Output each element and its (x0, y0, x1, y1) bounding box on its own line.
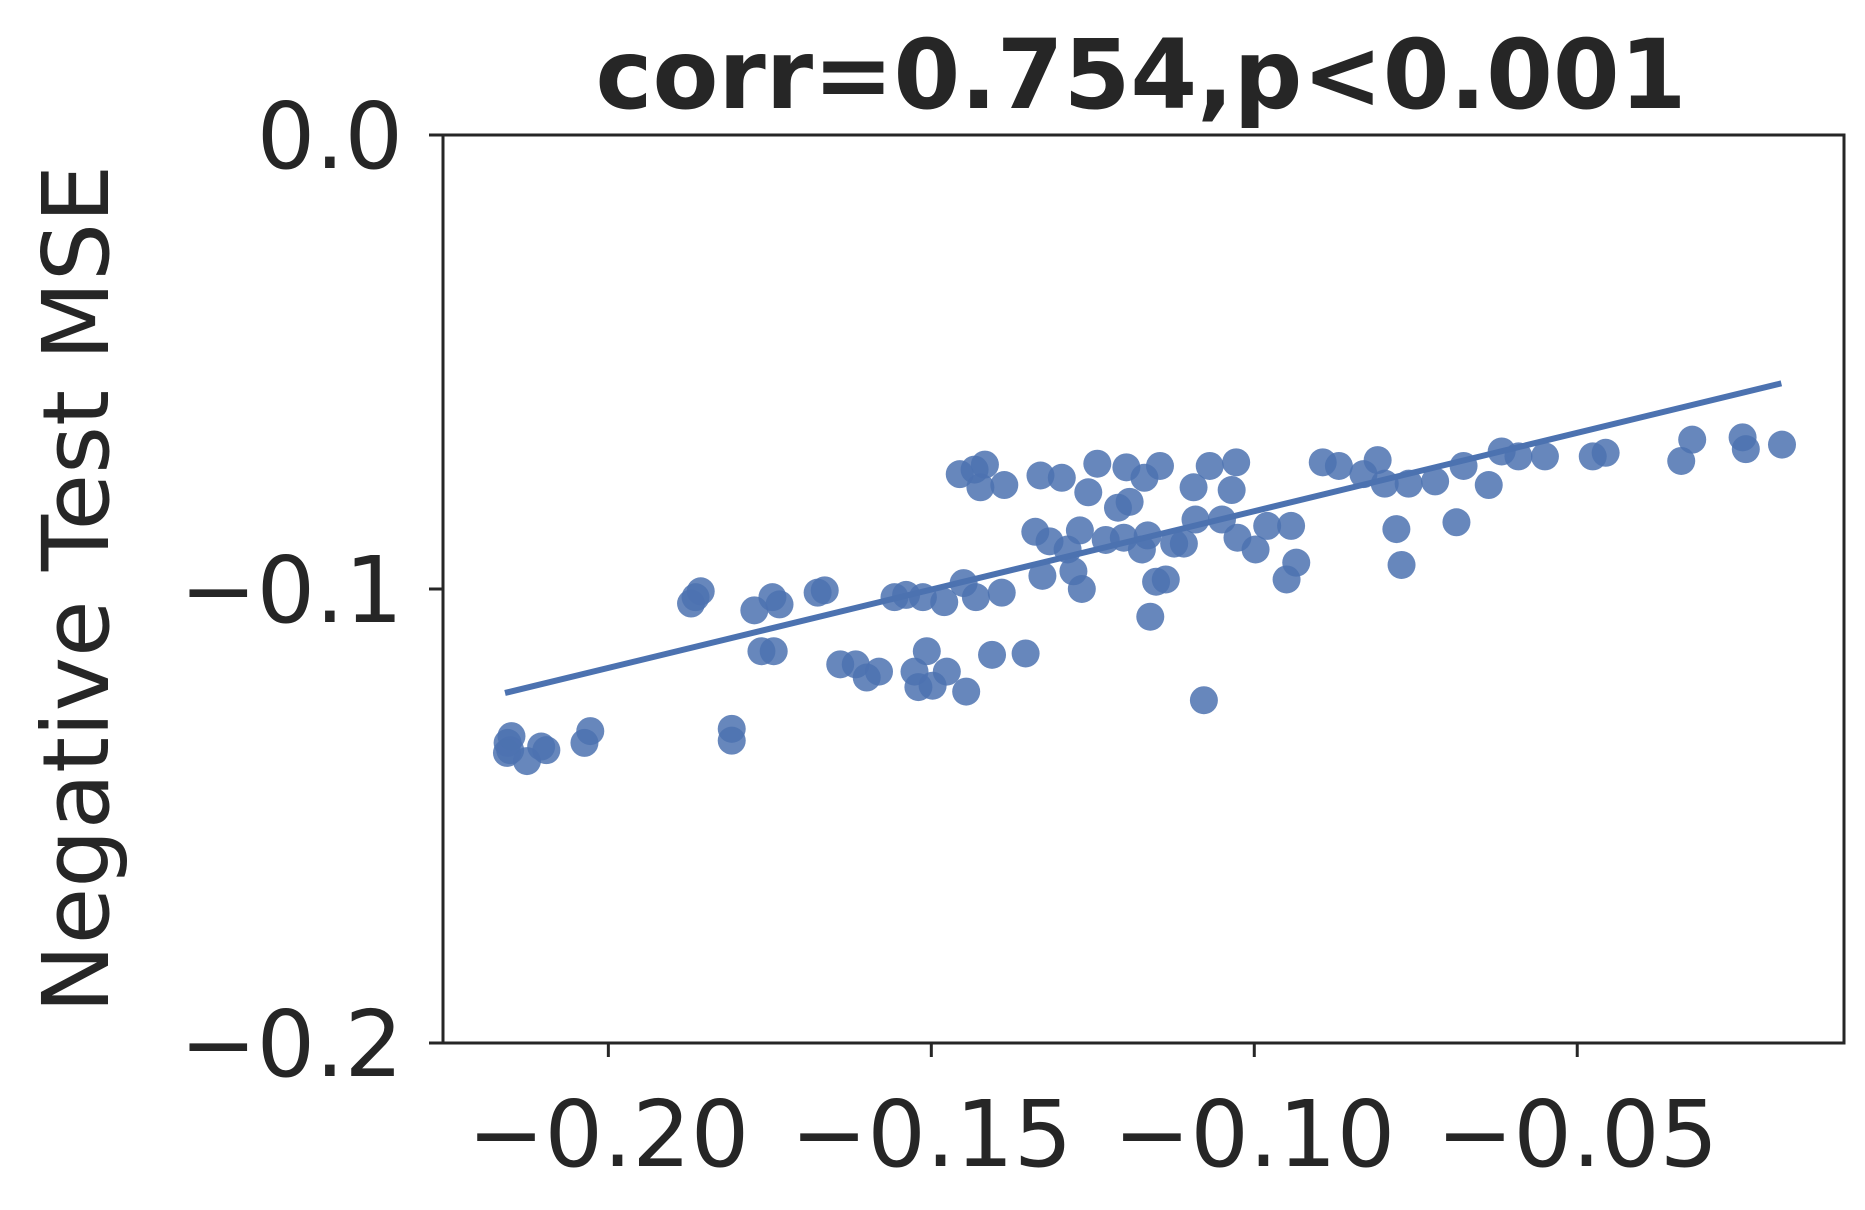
point (1474, 471, 1503, 500)
point (987, 578, 1016, 607)
point (576, 717, 605, 746)
point (1282, 548, 1311, 577)
point (930, 588, 959, 617)
point (1065, 516, 1094, 545)
x-tick-label: −0.20 (467, 1081, 749, 1188)
point (1387, 550, 1416, 579)
point (1169, 529, 1198, 558)
point (1189, 686, 1218, 715)
point (497, 722, 526, 751)
point (1222, 448, 1251, 477)
point (952, 677, 981, 706)
point (1363, 446, 1392, 475)
point (1074, 478, 1103, 507)
point (1277, 511, 1306, 540)
point (1324, 451, 1353, 480)
point (864, 657, 893, 686)
point (1667, 446, 1696, 475)
point (970, 450, 999, 479)
point (990, 471, 1019, 500)
point (1442, 508, 1471, 537)
point (1421, 467, 1450, 496)
point (1253, 511, 1282, 540)
point (1731, 435, 1760, 464)
point (1145, 451, 1174, 480)
point (1179, 473, 1208, 502)
point (1767, 430, 1796, 459)
point (532, 736, 561, 765)
x-tick-label: −0.15 (790, 1081, 1072, 1188)
point (966, 473, 995, 502)
point (1047, 463, 1076, 492)
point (961, 583, 990, 612)
point (932, 657, 961, 686)
y-tick-label: −0.1 (180, 537, 403, 644)
point (686, 577, 715, 606)
point (1678, 425, 1707, 454)
point (1136, 602, 1165, 631)
point (912, 637, 941, 666)
point (1241, 535, 1270, 564)
point (765, 590, 794, 619)
point (1382, 515, 1411, 544)
point (759, 637, 788, 666)
point (717, 726, 746, 755)
y-axis-label: Negative Test MSE (23, 165, 130, 1013)
point (1591, 438, 1620, 467)
y-tick-label: 0.0 (257, 83, 403, 190)
point (810, 576, 839, 605)
point (1011, 639, 1040, 668)
x-tick-label: −0.10 (1113, 1081, 1395, 1188)
point (1026, 461, 1055, 490)
point (1067, 575, 1096, 603)
point (1151, 565, 1180, 594)
x-tick-label: −0.05 (1436, 1081, 1718, 1188)
point (1217, 476, 1246, 505)
point (978, 640, 1007, 669)
plot-frame (441, 133, 1846, 1045)
chart-title: corr=0.754,p<0.001 (596, 19, 1687, 131)
point (1195, 451, 1224, 480)
regression-line (504, 380, 1783, 696)
point (1115, 487, 1144, 516)
y-tick-label: −0.2 (180, 991, 403, 1098)
point (1028, 561, 1057, 590)
point (1083, 449, 1112, 478)
point (1530, 442, 1559, 471)
